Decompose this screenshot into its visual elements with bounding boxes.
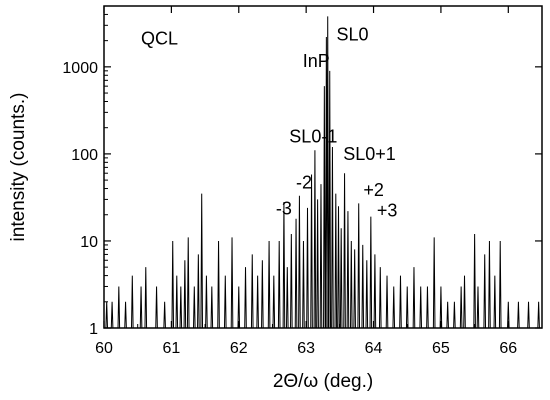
x-tick-label: 64 [365,340,383,357]
annotation-label: -2 [296,173,312,193]
y-axis-label: intensity (counts.) [8,93,29,242]
x-tick-label: 60 [95,340,113,357]
x-tick-label: 62 [230,340,248,357]
annotation-label: QCL [141,29,178,49]
y-tick-label: 1000 [62,60,98,77]
x-tick-label: 66 [499,340,517,357]
x-tick-label: 65 [432,340,450,357]
annotation-label: InP [303,51,330,71]
x-tick-label: 61 [162,340,180,357]
labels-group: 2Θ/ω (deg.) intensity (counts.) [8,93,373,392]
y-tick-label: 100 [71,147,98,164]
annotations-group: QCL InP SL0 SL0-1 SL0+1 -2-3 +2+3 [141,25,397,221]
y-tick-label: 1 [89,321,98,338]
y-tick-label: 10 [80,234,98,251]
annotation-label: SL0-1 [289,127,337,147]
ticks-group: 60 61 62 63 64 65 66 1 10 100 1000 [62,5,542,357]
annotation-label: SL0+1 [343,144,396,164]
x-axis-label: 2Θ/ω (deg.) [273,371,373,392]
annotation-label: +2 [363,180,384,200]
annotation-label: -3 [276,199,292,219]
x-tick-label: 63 [297,340,315,357]
annotation-label: +3 [377,201,398,221]
annotation-label: SL0 [336,25,368,45]
